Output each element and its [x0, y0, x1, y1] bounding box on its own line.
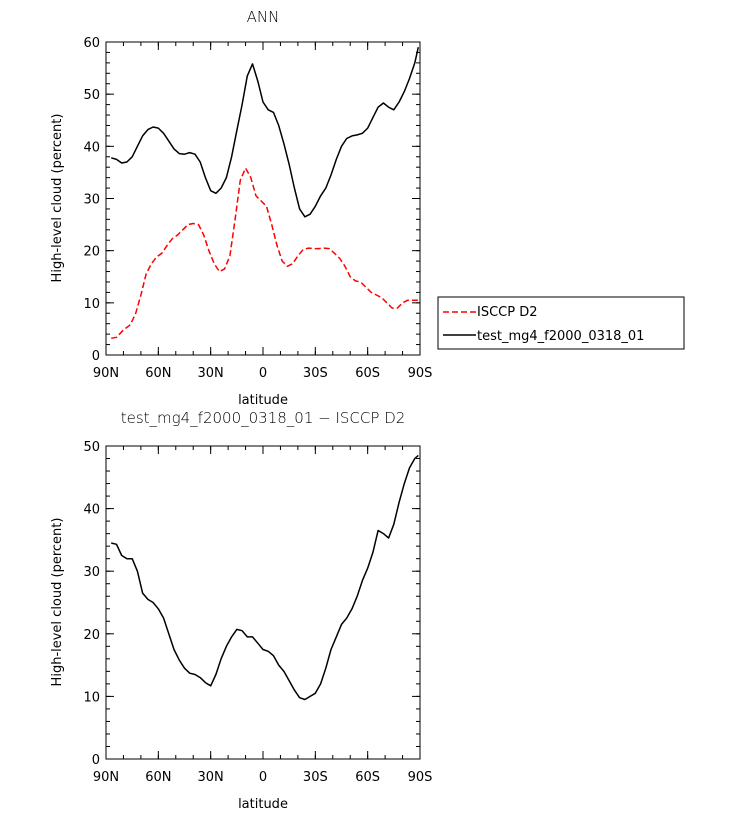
bottom-xtick-label: 90S [408, 770, 433, 785]
top-ytick-label: 50 [83, 88, 100, 103]
legend-box [437, 296, 685, 350]
bottom-y-axis-label: High-level cloud (percent) [50, 518, 65, 687]
top-ytick-label: 20 [83, 245, 100, 260]
top-x-axis-label: latitude [238, 393, 288, 408]
top-chart-title: ANN [247, 8, 280, 26]
bottom-xtick-label: 60N [145, 770, 171, 785]
bottom-ytick-label: 40 [83, 503, 100, 518]
bottom-xtick-label: 30N [198, 770, 224, 785]
top-xtick-label: 30N [198, 366, 224, 381]
top-ytick-label: 60 [83, 36, 100, 51]
top-xtick-label: 60N [145, 366, 171, 381]
top-xtick-label: 90S [408, 366, 433, 381]
top-ytick-label: 0 [92, 349, 100, 364]
top-xtick-label: 90N [93, 366, 119, 381]
top-ytick-label: 40 [83, 140, 100, 155]
bottom-ytick-label: 0 [92, 753, 100, 768]
top-ytick-label: 10 [83, 297, 100, 312]
top-y-axis-label: High-level cloud (percent) [50, 114, 65, 283]
top-axes: 0 10 20 30 40 50 60 90N 60N 30N 0 30S 60S 90S [83, 36, 432, 381]
bottom-series-line-0 [111, 454, 419, 701]
top-series-layer [110, 47, 420, 340]
bottom-ytick-label: 50 [83, 440, 100, 455]
bottom-xtick-label: 60S [355, 770, 380, 785]
legend: ISCCP D2 test_mg4_f2000_0318_01 [437, 296, 685, 350]
bottom-panel: test_mg4_f2000_0318_01 − ISCCP D2 0 10 20 3… [50, 409, 432, 812]
bottom-ytick-label: 20 [83, 628, 100, 643]
top-xtick-label: 30S [303, 366, 328, 381]
top-ytick-label: 30 [83, 193, 100, 208]
bottom-x-axis-label: latitude [238, 797, 288, 812]
bottom-ytick-label: 30 [83, 565, 100, 580]
top-panel: ANN 0 10 20 30 40 50 60 90N 60N 30N 0 30S 60S 90S lat… [50, 8, 685, 408]
top-xtick-label: 0 [259, 366, 267, 381]
legend-label-isccp: ISCCP D2 [477, 305, 538, 320]
bottom-xtick-label: 0 [259, 770, 267, 785]
bottom-axes: 0 10 20 30 40 50 90N 60N 30N 0 30S 60S 90S [83, 440, 432, 785]
top-xtick-label: 60S [355, 366, 380, 381]
bottom-xtick-label: 90N [93, 770, 119, 785]
legend-label-model: test_mg4_f2000_0318_01 [477, 329, 644, 344]
bottom-xtick-label: 30S [303, 770, 328, 785]
bottom-ytick-label: 10 [83, 690, 100, 705]
bottom-chart-title: test_mg4_f2000_0318_01 − ISCCP D2 [121, 409, 406, 427]
top-series-line-1 [110, 47, 420, 218]
bottom-series-layer [111, 454, 419, 701]
top-series-line-0 [111, 167, 419, 340]
top-plot-frame [105, 41, 421, 356]
